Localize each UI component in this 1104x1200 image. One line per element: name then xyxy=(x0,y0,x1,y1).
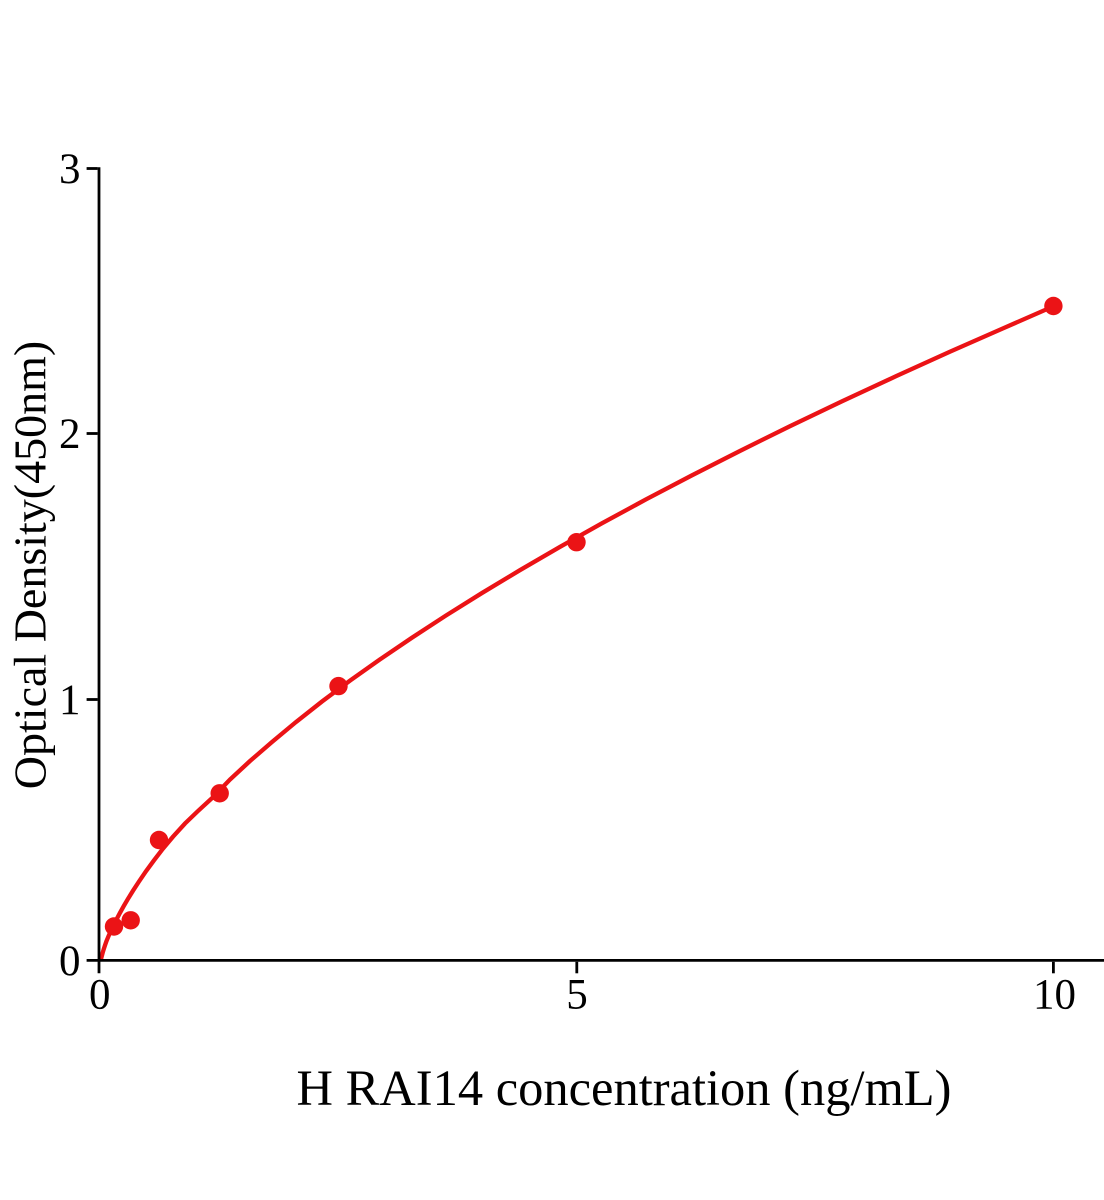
svg-text:H RAI14 concentration (ng/mL): H RAI14 concentration (ng/mL) xyxy=(297,1060,952,1116)
svg-text:1: 1 xyxy=(59,677,81,724)
svg-text:0: 0 xyxy=(89,971,111,1018)
svg-text:2: 2 xyxy=(59,411,81,458)
svg-text:5: 5 xyxy=(566,971,588,1018)
svg-text:10: 10 xyxy=(1033,971,1076,1018)
svg-text:0: 0 xyxy=(59,938,81,985)
svg-text:Optical Density(450nm): Optical Density(450nm) xyxy=(5,341,56,789)
svg-text:3: 3 xyxy=(59,146,81,193)
